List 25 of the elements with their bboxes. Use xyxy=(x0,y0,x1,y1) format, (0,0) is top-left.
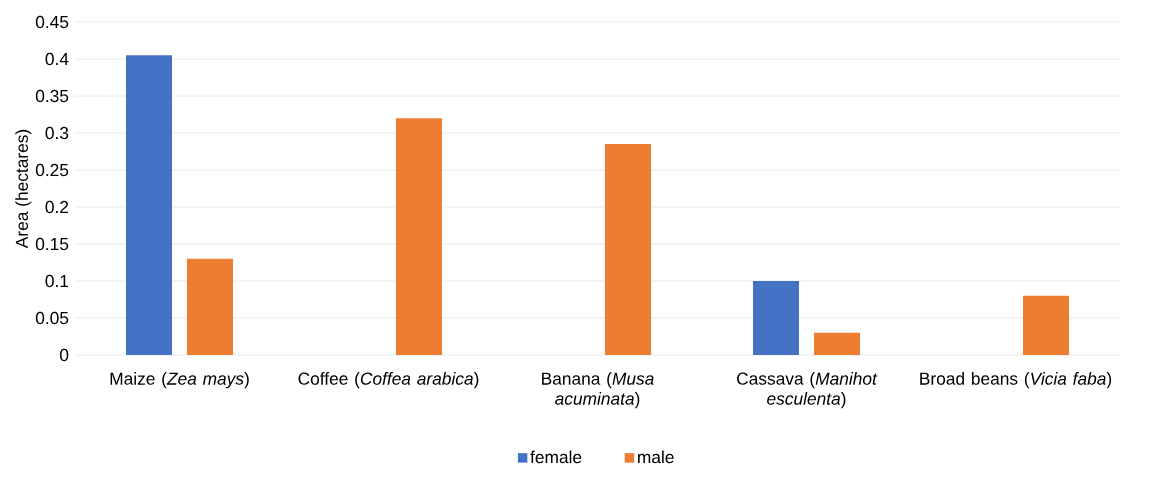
bar xyxy=(1023,295,1069,355)
bar xyxy=(187,258,233,355)
y-tick-label: 0.05 xyxy=(35,311,69,325)
y-tick-label: 0.4 xyxy=(45,52,69,66)
y-tick-label: 0.3 xyxy=(45,126,69,140)
bar xyxy=(814,332,860,355)
legend-label: female xyxy=(530,450,582,464)
y-tick-label: 0.35 xyxy=(35,89,69,103)
legend-label: male xyxy=(638,450,674,464)
x-tick-label: Maize (Zea mays) xyxy=(110,372,249,389)
x-tick-label: Broad beans (Vicia faba) xyxy=(920,372,1112,389)
y-tick-label: 0.45 xyxy=(35,15,69,29)
x-tick-label: Cassava (Manihot esculenta) xyxy=(737,372,878,409)
bar xyxy=(126,55,173,355)
y-tick-label: 0.2 xyxy=(45,200,69,214)
y-axis-title: Area (hectares) xyxy=(15,129,32,249)
y-tick-label: 0 xyxy=(59,348,69,362)
bar xyxy=(753,281,799,355)
x-tick-label: Coffee (Coffea arabica) xyxy=(298,372,479,389)
y-tick-label: 0.1 xyxy=(45,274,69,288)
bar xyxy=(396,118,442,355)
bar xyxy=(605,144,651,355)
x-tick-label: Banana (Musa acuminata) xyxy=(542,372,654,409)
y-tick-label: 0.25 xyxy=(35,163,69,177)
y-tick-label: 0.15 xyxy=(35,237,69,251)
